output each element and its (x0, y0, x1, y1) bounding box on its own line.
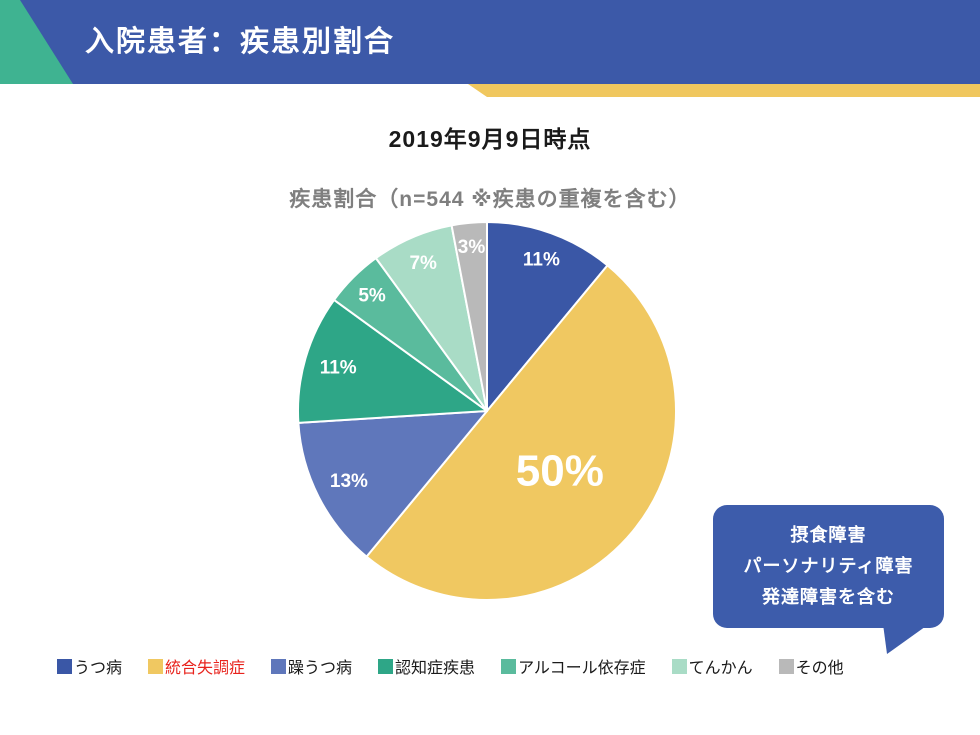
legend-item-6: その他 (778, 654, 844, 678)
legend-item-1: 統合失調症 (148, 654, 245, 678)
legend-swatch-icon (671, 658, 687, 674)
pie-slice-1 (365, 264, 677, 601)
legend-label: うつ病 (74, 660, 123, 677)
pie-label-3: 11% (320, 357, 357, 378)
pie-slice-2 (297, 410, 488, 558)
legend-swatch-icon (57, 658, 72, 674)
header: 入院患者：疾患別割合 (0, 0, 980, 84)
legend-label: てんかん (688, 660, 753, 677)
header-yellow-accent (468, 84, 980, 97)
pie-slice-0 (486, 221, 609, 412)
legend-item-5: てんかん (671, 654, 753, 678)
legend-label: アルコール依存症 (518, 660, 646, 677)
legend-swatch-icon (148, 658, 164, 674)
legend: うつ病 統合失調症 躁うつ病 認知症疾患 アルコール依存症 てんかん その他 (0, 654, 980, 678)
legend-label: 躁うつ病 (288, 660, 353, 677)
chart-subtitle: 疾患割合（n=544 ※疾患の重複を含む） (289, 188, 691, 211)
callout-line-2: パーソナリティ障害 (743, 556, 914, 576)
legend-item-2: 躁うつ病 (271, 654, 352, 678)
pie-label-4: 5% (358, 286, 386, 307)
legend-label: 認知症疾患 (395, 660, 476, 677)
legend-item-0: うつ病 (57, 654, 122, 678)
header-banner: 入院患者：疾患別割合 (20, 0, 980, 84)
pie-chart: 11% 50% 13% 11% 5% 7% 3% (297, 221, 677, 601)
pie-label-6: 3% (458, 237, 486, 258)
legend-swatch-icon (501, 658, 517, 674)
legend-item-4: アルコール依存症 (501, 654, 646, 678)
legend-swatch-icon (778, 658, 794, 674)
legend-label: その他 (795, 660, 844, 677)
page-title: 入院患者：疾患別割合 (85, 26, 396, 58)
callout-tail (883, 624, 929, 654)
legend-swatch-icon (378, 658, 394, 674)
callout-line-1: 摂食障害 (790, 525, 867, 545)
pie-label-2: 13% (330, 471, 368, 492)
legend-swatch-icon (271, 658, 287, 674)
pie-label-1: 50% (516, 447, 604, 496)
date-heading: 2019年9月9日時点 (388, 126, 592, 152)
pie-label-5: 7% (409, 253, 437, 274)
callout-line-3: 発達障害を含む (762, 587, 895, 607)
legend-item-3: 認知症疾患 (378, 654, 475, 678)
pie-label-0: 11% (523, 249, 560, 270)
callout-bubble: 摂食障害 パーソナリティ障害 発達障害を含む (713, 505, 944, 654)
legend-label: 統合失調症 (165, 660, 246, 677)
pie-slice-3 (297, 298, 488, 424)
pie-slice-6 (450, 221, 488, 412)
